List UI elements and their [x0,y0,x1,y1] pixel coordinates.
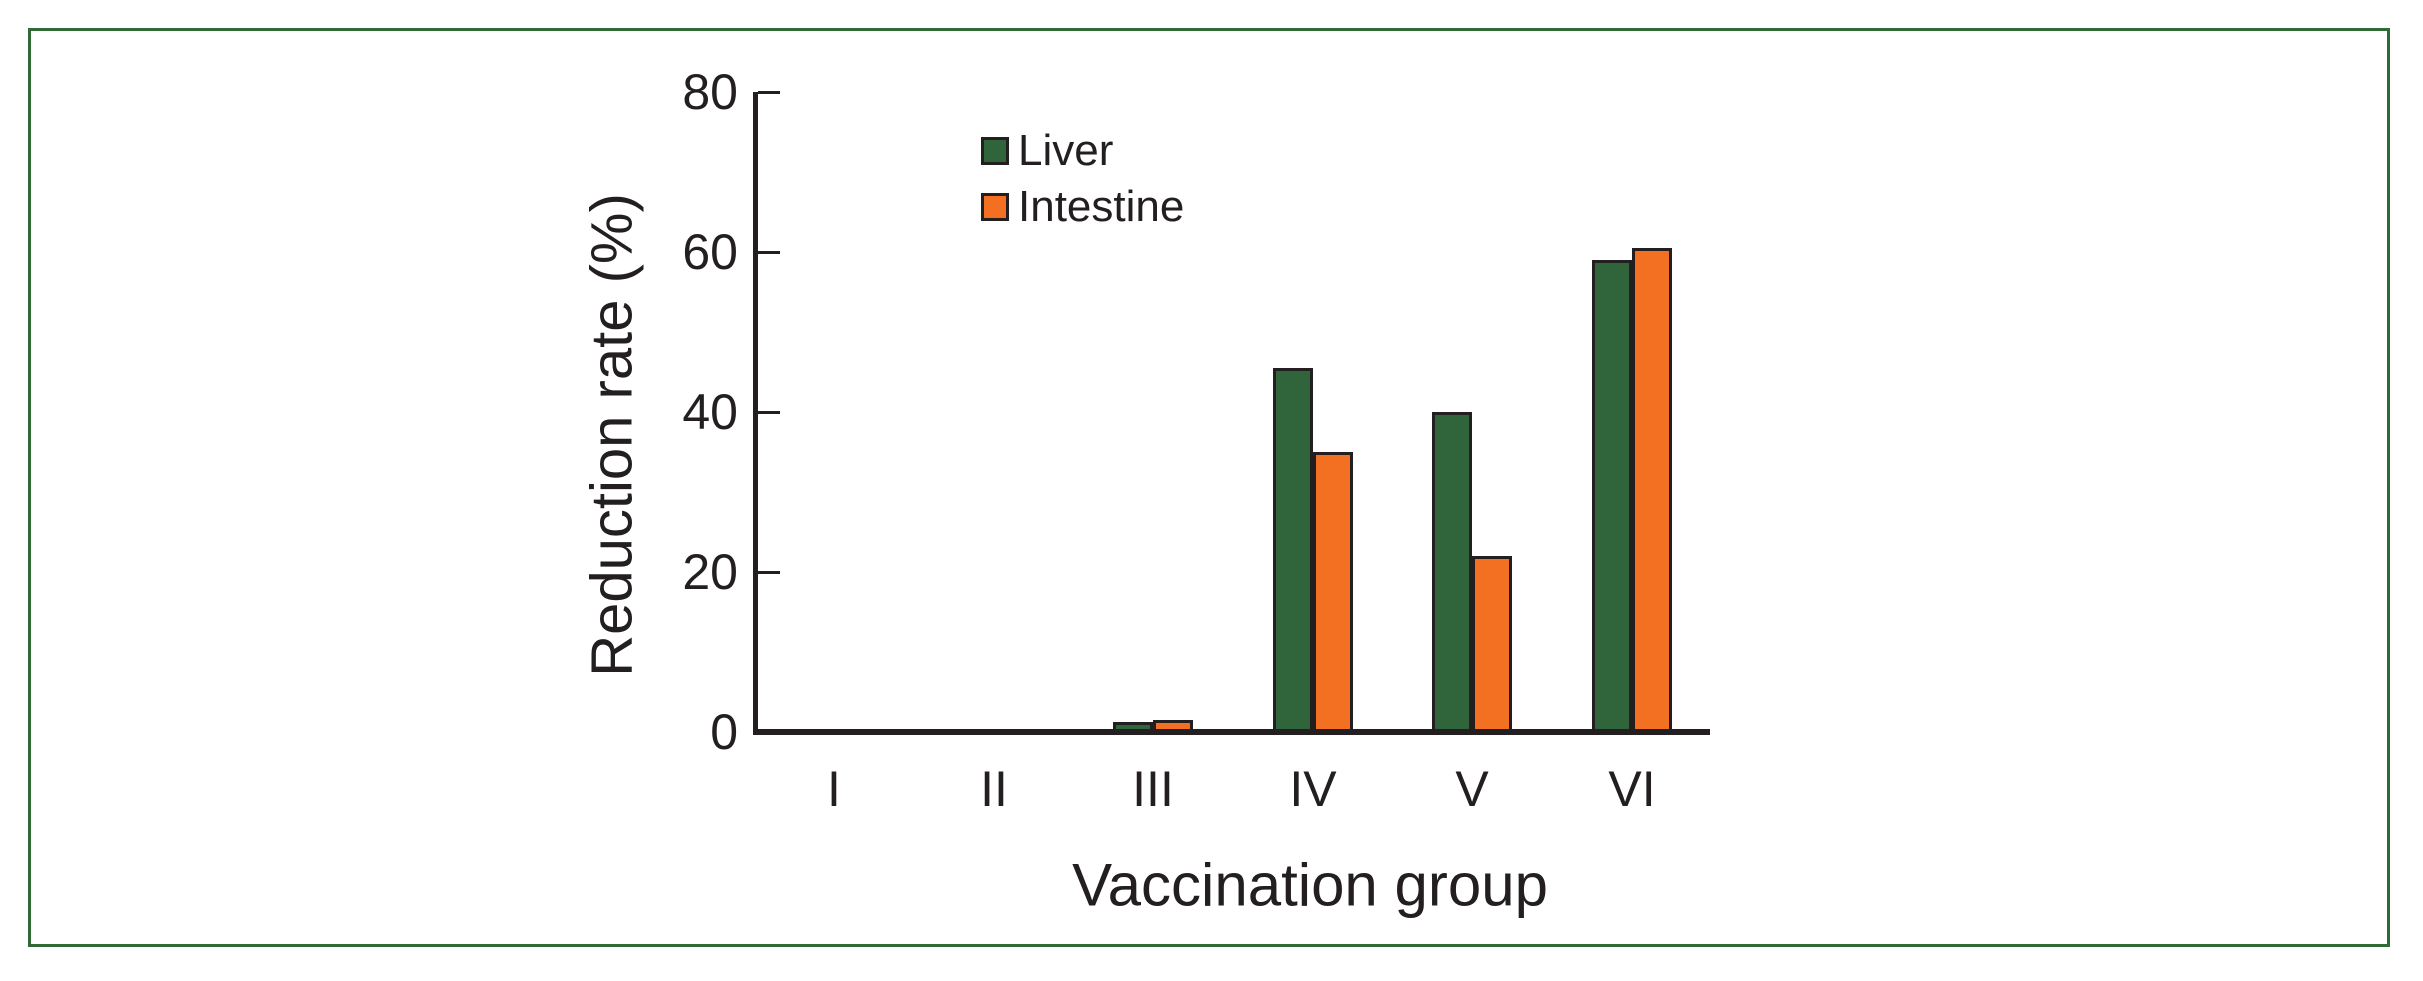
bar-liver-group-ii [954,729,994,735]
bar-intestine-group-iii [1153,720,1193,732]
liver-series-swatch-icon [981,137,1009,165]
bar-intestine-group-i [834,729,874,735]
legend-item-intestine: Intestine [981,182,1185,231]
y-tick-mark-80 [758,91,780,94]
x-category-label-vi: VI [1608,761,1656,817]
legend: Liver Intestine [981,126,1185,242]
x-category-label-iii: III [1132,761,1174,817]
bar-liver-group-vi [1592,260,1632,732]
y-tick-label-80: 80 [682,64,738,120]
legend-item-liver: Liver [981,126,1184,175]
y-tick-label-40: 40 [682,384,738,440]
y-axis-line [753,92,758,735]
bar-intestine-group-iv [1313,452,1353,732]
bar-liver-group-iii [1113,722,1153,732]
y-tick-label-60: 60 [682,224,738,280]
y-tick-mark-20 [758,571,780,574]
legend-label-liver: Liver [1018,126,1114,175]
x-category-label-i: I [827,761,841,817]
legend-label-intestine: Intestine [1018,182,1185,231]
x-axis-line [753,729,1710,735]
y-tick-label-0: 0 [710,704,738,760]
bar-intestine-group-v [1472,556,1512,732]
x-category-label-iv: IV [1289,761,1337,817]
bar-liver-group-i [794,729,834,735]
x-axis-title: Vaccination group [1072,851,1548,919]
y-tick-mark-40 [758,411,780,414]
bar-liver-group-v [1432,412,1472,732]
bar-liver-group-iv [1273,368,1313,732]
bar-intestine-group-vi [1632,248,1672,732]
bar-intestine-group-ii [994,729,1034,735]
figure-border [28,28,2390,947]
x-category-label-v: V [1455,761,1489,817]
x-category-label-ii: II [980,761,1008,817]
y-tick-mark-60 [758,251,780,254]
y-tick-label-20: 20 [682,544,738,600]
intestine-series-swatch-icon [981,193,1009,221]
